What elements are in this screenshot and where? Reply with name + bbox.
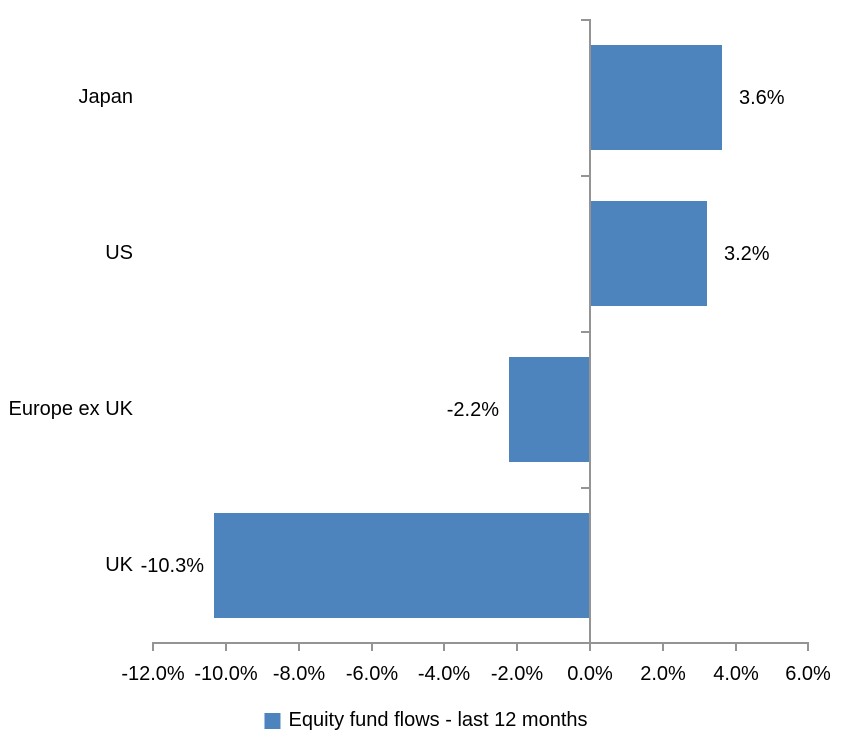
x-axis-tick [735,642,737,651]
category-label: Europe ex UK [8,397,133,420]
x-axis-tick-label: -2.0% [490,663,544,685]
x-axis-tick [807,642,809,651]
legend-swatch-icon [264,712,281,729]
x-axis-tick [443,642,445,651]
category-label: UK [105,553,133,576]
x-axis-tick [662,642,664,651]
category-label: US [105,241,133,264]
x-axis-tick-label: -6.0% [345,663,399,685]
legend-label: Equity fund flows - last 12 months [288,709,588,731]
x-axis-tick-label: 0.0% [567,663,613,685]
legend: Equity fund flows - last 12 months [264,709,588,732]
x-axis-tick [589,642,591,651]
x-axis-tick-label: 4.0% [713,663,759,685]
bar [509,357,589,462]
bar-data-label: 3.2% [724,242,770,265]
x-axis-tick [225,642,227,651]
category-axis-line [589,19,591,644]
x-axis-tick [298,642,300,651]
value-axis-line [152,642,809,644]
x-axis-tick-label: 6.0% [785,663,831,685]
bar [591,201,707,306]
category-axis-tick [581,19,589,21]
x-axis-tick-label: -10.0% [194,663,258,685]
bar [591,45,722,150]
bar-data-label: -2.2% [446,398,499,421]
bar-data-label: -10.3% [140,554,204,577]
x-axis-tick-label: -4.0% [417,663,471,685]
x-axis-tick-label: -12.0% [121,663,185,685]
category-axis-tick [581,487,589,489]
category-axis-tick [581,331,589,333]
bar [214,513,589,618]
category-axis-tick [581,175,589,177]
category-label: Japan [78,85,134,108]
x-axis-tick-label: -8.0% [272,663,326,685]
x-axis-tick [152,642,154,651]
x-axis-tick [371,642,373,651]
x-axis-tick-label: 2.0% [640,663,686,685]
x-axis-tick [516,642,518,651]
bar-data-label: 3.6% [739,86,785,109]
